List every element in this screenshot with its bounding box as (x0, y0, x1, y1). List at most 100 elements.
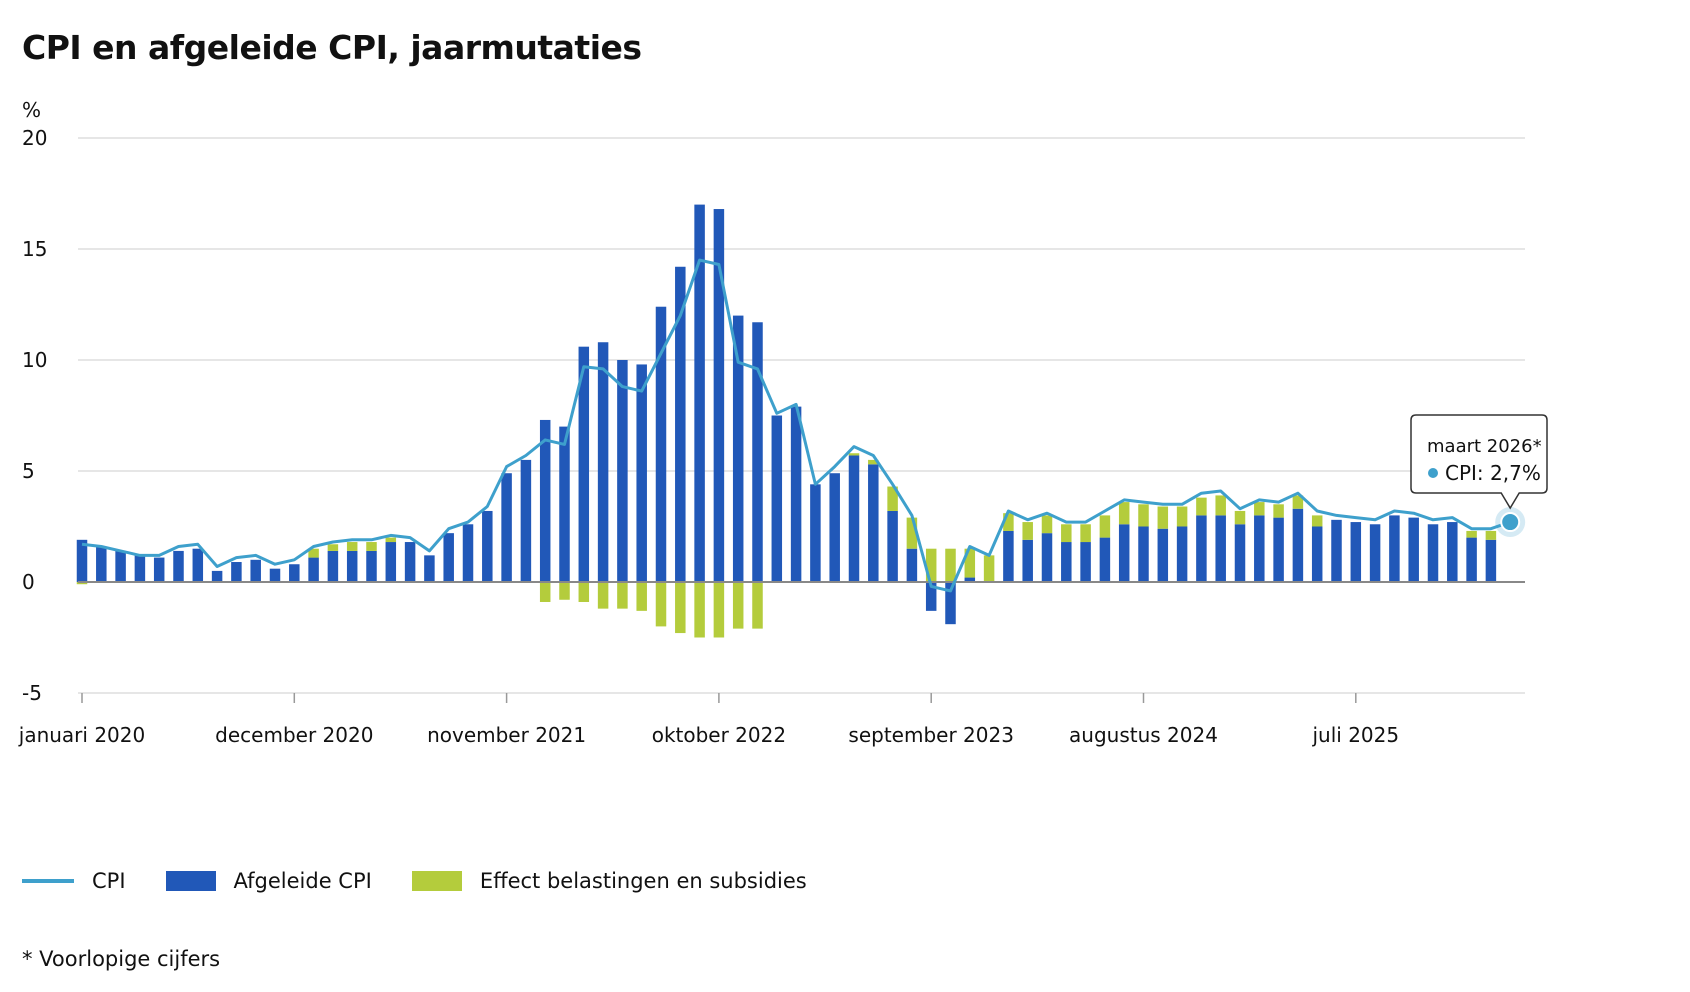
effect-belastingen-bar[interactable] (1196, 497, 1207, 516)
effect-belastingen-bar[interactable] (327, 544, 339, 551)
afgeleide-cpi-bar[interactable] (694, 204, 705, 582)
afgeleide-cpi-bar[interactable] (289, 564, 300, 582)
effect-belastingen-bar[interactable] (1157, 506, 1169, 529)
effect-belastingen-bar[interactable] (617, 582, 628, 609)
afgeleide-cpi-bar[interactable] (520, 459, 532, 582)
afgeleide-cpi-bar[interactable] (1157, 528, 1169, 582)
effect-belastingen-bar[interactable] (1254, 502, 1265, 516)
afgeleide-cpi-bar[interactable] (1022, 539, 1033, 582)
afgeleide-cpi-bar[interactable] (964, 577, 976, 582)
afgeleide-cpi-bar[interactable] (366, 550, 377, 582)
afgeleide-cpi-bar[interactable] (269, 568, 281, 582)
afgeleide-cpi-bar[interactable] (752, 322, 763, 582)
afgeleide-cpi-bar[interactable] (443, 533, 454, 582)
effect-belastingen-bar[interactable] (1215, 495, 1226, 516)
afgeleide-cpi-bar[interactable] (462, 524, 474, 582)
afgeleide-cpi-bar[interactable] (346, 550, 358, 582)
effect-belastingen-bar[interactable] (1022, 522, 1033, 540)
effect-belastingen-bar[interactable] (925, 548, 937, 582)
afgeleide-cpi-bar[interactable] (482, 510, 493, 582)
afgeleide-cpi-bar[interactable] (76, 539, 88, 582)
afgeleide-cpi-bar[interactable] (1196, 515, 1207, 582)
effect-belastingen-bar[interactable] (385, 537, 397, 543)
afgeleide-cpi-bar[interactable] (906, 548, 918, 582)
afgeleide-cpi-bar[interactable] (887, 510, 898, 582)
afgeleide-cpi-bar[interactable] (1292, 508, 1304, 582)
afgeleide-cpi-bar[interactable] (153, 557, 165, 582)
afgeleide-cpi-bar[interactable] (231, 562, 242, 582)
afgeleide-cpi-bar[interactable] (1138, 526, 1149, 583)
afgeleide-cpi-bar[interactable] (713, 209, 725, 583)
afgeleide-cpi-bar[interactable] (1369, 524, 1381, 582)
effect-belastingen-bar[interactable] (1176, 506, 1188, 527)
afgeleide-cpi-bar[interactable] (96, 546, 107, 582)
effect-belastingen-bar[interactable] (1466, 530, 1477, 538)
afgeleide-cpi-bar[interactable] (771, 415, 783, 583)
effect-belastingen-bar[interactable] (1485, 530, 1497, 540)
afgeleide-cpi-bar[interactable] (559, 426, 570, 582)
afgeleide-cpi-bar[interactable] (1350, 522, 1362, 582)
afgeleide-cpi-bar[interactable] (115, 550, 126, 582)
afgeleide-cpi-bar[interactable] (790, 406, 802, 582)
effect-belastingen-bar[interactable] (366, 542, 377, 551)
afgeleide-cpi-bar[interactable] (404, 542, 416, 582)
effect-belastingen-bar[interactable] (1118, 502, 1130, 525)
afgeleide-cpi-bar[interactable] (250, 559, 261, 582)
afgeleide-cpi-bar[interactable] (1234, 524, 1246, 582)
afgeleide-cpi-bar[interactable] (1003, 530, 1014, 582)
afgeleide-cpi-bar[interactable] (173, 550, 184, 582)
afgeleide-cpi-bar[interactable] (829, 473, 840, 582)
cpi-line[interactable] (81, 258, 1511, 593)
effect-belastingen-bar[interactable] (76, 582, 88, 585)
effect-belastingen-bar[interactable] (1003, 513, 1014, 531)
afgeleide-cpi-bar[interactable] (945, 582, 956, 625)
effect-belastingen-bar[interactable] (675, 582, 686, 634)
effect-belastingen-bar[interactable] (559, 582, 570, 600)
afgeleide-cpi-bar[interactable] (1080, 542, 1091, 582)
effect-belastingen-bar[interactable] (964, 548, 976, 578)
effect-belastingen-bar[interactable] (1234, 510, 1246, 525)
afgeleide-cpi-bar[interactable] (308, 557, 319, 582)
afgeleide-cpi-bar[interactable] (1061, 542, 1072, 582)
afgeleide-cpi-bar[interactable] (1447, 522, 1458, 582)
afgeleide-cpi-bar[interactable] (385, 542, 397, 582)
afgeleide-cpi-bar[interactable] (1215, 515, 1226, 582)
afgeleide-cpi-bar[interactable] (848, 455, 860, 582)
afgeleide-cpi-bar[interactable] (1041, 533, 1053, 582)
afgeleide-cpi-bar[interactable] (1427, 524, 1439, 582)
afgeleide-cpi-bar[interactable] (1118, 524, 1130, 582)
effect-belastingen-bar[interactable] (1041, 515, 1053, 534)
afgeleide-cpi-bar[interactable] (327, 550, 339, 582)
effect-belastingen-bar[interactable] (868, 459, 879, 465)
legend-item-afgeleide-cpi[interactable]: Afgeleide CPI (165, 869, 372, 893)
effect-belastingen-bar[interactable] (655, 582, 667, 627)
afgeleide-cpi-bar[interactable] (1099, 537, 1111, 582)
effect-belastingen-bar[interactable] (694, 582, 705, 638)
afgeleide-cpi-bar[interactable] (1311, 526, 1323, 583)
afgeleide-cpi-bar[interactable] (211, 570, 223, 582)
effect-belastingen-bar[interactable] (1138, 504, 1149, 527)
effect-belastingen-bar[interactable] (1099, 515, 1111, 538)
effect-belastingen-bar[interactable] (539, 582, 551, 602)
afgeleide-cpi-bar[interactable] (539, 419, 551, 582)
afgeleide-cpi-bar[interactable] (810, 484, 821, 582)
afgeleide-cpi-bar[interactable] (134, 555, 146, 582)
cpi-highlight-point[interactable] (1500, 512, 1521, 533)
effect-belastingen-bar[interactable] (983, 555, 995, 582)
afgeleide-cpi-bar[interactable] (732, 315, 744, 582)
afgeleide-cpi-bar[interactable] (501, 473, 512, 582)
afgeleide-cpi-bar[interactable] (1273, 517, 1284, 582)
effect-belastingen-bar[interactable] (597, 582, 609, 609)
afgeleide-cpi-bar[interactable] (578, 346, 590, 582)
legend-item-cpi[interactable]: CPI (22, 869, 126, 893)
effect-belastingen-bar[interactable] (1273, 504, 1284, 518)
afgeleide-cpi-bar[interactable] (675, 266, 686, 582)
effect-belastingen-bar[interactable] (1061, 524, 1072, 543)
effect-belastingen-bar[interactable] (1080, 524, 1091, 543)
afgeleide-cpi-bar[interactable] (597, 342, 609, 582)
afgeleide-cpi-bar[interactable] (1254, 515, 1265, 582)
effect-belastingen-bar[interactable] (848, 453, 860, 456)
afgeleide-cpi-bar[interactable] (1466, 537, 1477, 582)
afgeleide-cpi-bar[interactable] (1485, 539, 1497, 582)
effect-belastingen-bar[interactable] (308, 548, 319, 558)
